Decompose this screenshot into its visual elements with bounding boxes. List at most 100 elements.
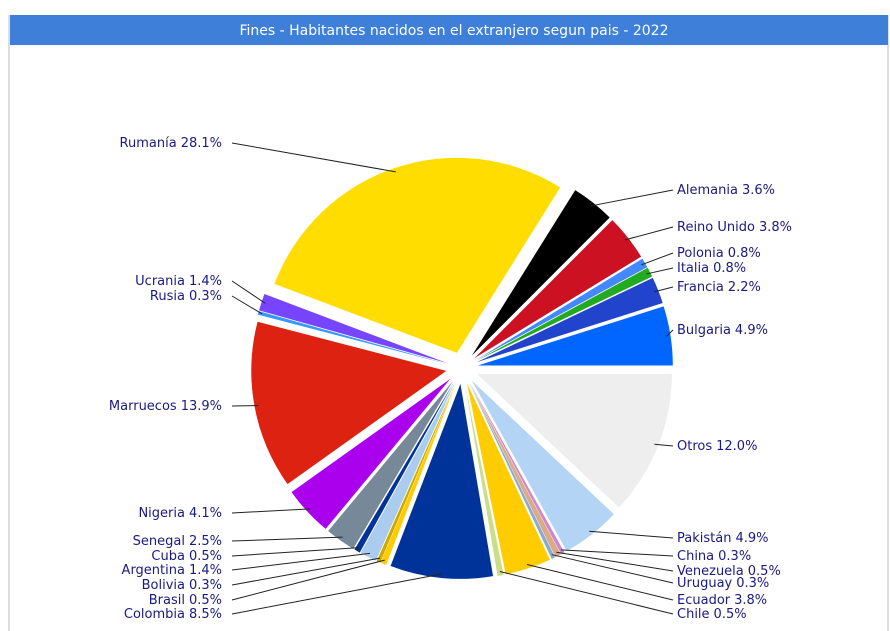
slice-name: Venezuela [677,564,744,579]
slice-label: Rusia 0.3% [150,289,222,304]
slice-label: Bolivia 0.3% [142,578,222,593]
pie-slice [328,381,453,549]
slice-value: 0.5% [189,549,222,564]
leader-line [589,530,674,539]
slice-label: Rumanía 28.1% [120,136,222,151]
pie-slice [476,277,663,363]
pie-slice [376,382,456,563]
leader-line [526,564,674,601]
pie-slice [354,381,455,553]
slice-label: Cuba 0.5% [151,549,222,564]
slice-name: Marruecos [109,399,177,414]
slice-value: 28.1% [181,136,222,151]
slice-label: Senegal 2.5% [133,534,222,549]
pie [251,157,673,579]
pie-slice [469,382,565,555]
slice-label: Colombia 8.5% [124,607,222,622]
slice-name: Otros [677,439,712,454]
slice-name: Ecuador [677,593,731,608]
slice-name: Pakistán [677,531,731,546]
slice-name: Rusia [150,289,185,304]
leader-line [654,443,674,447]
pie-slice [477,306,673,366]
leader-line [231,559,385,601]
pie-slice [476,267,653,361]
pie-slice [471,190,610,356]
leader-line [590,189,674,207]
slice-label: Otros 12.0% [677,439,757,454]
leader-line [646,267,674,275]
slice-value: 1.4% [189,274,222,289]
slice-value: 4.1% [189,506,222,521]
slice-value: 1.4% [189,563,222,578]
slice-value: 0.5% [189,593,222,608]
slice-name: Ucrania [135,274,185,289]
leader-line [231,142,396,173]
slice-name: Bulgaria [677,323,731,338]
slice-value: 4.9% [735,323,768,338]
slice-name: Cuba [151,549,185,564]
slice-name: Uruguay [677,576,733,591]
pie-slice [251,321,447,485]
pie-slice [464,383,504,576]
slice-label: Italia 0.8% [677,261,746,276]
leader-line [231,557,381,586]
chart-title: Fines - Habitantes nacidos en el extranj… [240,23,669,39]
pie-slice [467,383,550,575]
slice-value: 4.9% [735,531,768,546]
slice-value: 0.3% [718,549,751,564]
pie-slice [259,294,447,364]
slice-label: China 0.3% [677,549,751,564]
slice-value: 0.5% [714,607,747,622]
slice-label: Marruecos 13.9% [109,399,222,414]
slice-name: Francia [677,280,724,295]
slice-name: China [677,549,714,564]
slice-value: 0.5% [748,564,781,579]
slice-name: Brasil [149,593,185,608]
leader-line [231,573,442,615]
pie-slice [474,220,642,359]
slice-label: Ucrania 1.4% [135,274,222,289]
slice-value: 0.3% [736,576,769,591]
slice-label: Uruguay 0.3% [677,576,769,591]
slice-label: Bulgaria 4.9% [677,323,768,338]
pie-slice [380,382,457,565]
leader-line [666,329,674,337]
slice-name: Italia [677,261,709,276]
leader-line [560,549,674,557]
pie-slice [468,382,556,559]
slice-label: Reino Unido 3.8% [677,220,792,235]
slice-name: Argentina [122,563,185,578]
slice-label: Francia 2.2% [677,280,761,295]
leader-line [654,286,674,293]
slice-name: Chile [677,607,710,622]
slice-name: Bolivia [142,578,185,593]
leader-line [231,536,343,542]
slice-name: Alemania [677,183,738,198]
leader-line [641,252,674,266]
slice-label: Nigeria 4.1% [138,506,222,521]
pie-slice [291,378,451,529]
pie-slice [257,311,447,364]
leader-line [231,547,360,557]
pie-slice [471,380,614,552]
leader-line [231,295,263,315]
slice-label: Polonia 0.8% [677,246,761,261]
leader-line [231,508,311,514]
slice-value: 12.0% [716,439,757,454]
slice-name: Nigeria [138,506,185,521]
slice-value: 2.2% [728,280,761,295]
slice-name: Rumanía [120,136,177,151]
pie-slice [476,373,672,508]
slice-value: 3.6% [742,183,775,198]
slice-label: Pakistán 4.9% [677,531,768,546]
slice-value: 0.8% [713,261,746,276]
leader-line [231,552,371,571]
slice-label: Argentina 1.4% [122,563,222,578]
leader-line [551,554,674,584]
slice-value: 13.9% [181,399,222,414]
slice-value: 3.8% [759,220,792,235]
pie-slice [360,382,455,561]
leader-line [556,551,674,572]
